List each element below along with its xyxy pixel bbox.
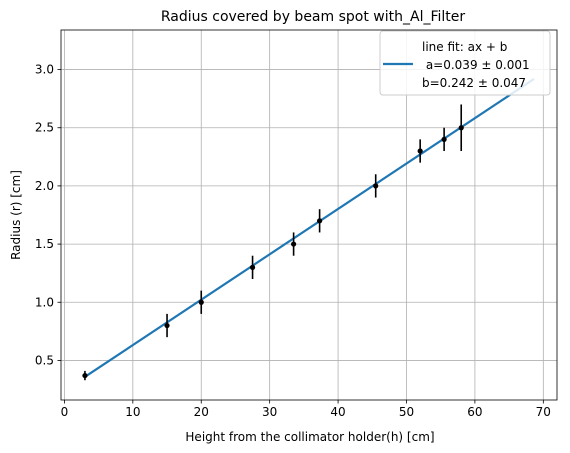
x-tick-label: 70 <box>536 405 551 419</box>
data-point <box>317 218 323 224</box>
x-tick-label: 30 <box>262 405 277 419</box>
x-axis-label: Height from the collimator holder(h) [cm… <box>185 430 434 444</box>
x-axis: 0 10 20 30 40 50 60 70 <box>61 400 551 419</box>
fit-line <box>83 78 535 379</box>
data-point <box>441 136 447 142</box>
x-tick-label: 20 <box>194 405 209 419</box>
y-axis: 0.5 1.0 1.5 2.0 2.5 3.0 <box>35 63 61 367</box>
x-tick-label: 50 <box>399 405 414 419</box>
data-point <box>198 299 204 305</box>
data-point <box>291 241 297 247</box>
y-tick-label: 1.0 <box>35 295 54 309</box>
data-point <box>82 372 88 379</box>
data-point <box>458 125 464 131</box>
x-tick-label: 60 <box>467 405 482 419</box>
x-tick-label: 10 <box>125 405 140 419</box>
legend: line fit: ax + b a=0.039 ± 0.001 b=0.242… <box>379 30 551 96</box>
legend-label-line-2: a=0.039 ± 0.001 <box>422 58 530 72</box>
data-points-layer <box>82 104 464 381</box>
legend-box <box>379 30 551 96</box>
data-point <box>249 264 256 270</box>
legend-label-line-3: b=0.242 ± 0.047 <box>422 76 526 90</box>
y-tick-label: 2.0 <box>35 179 54 193</box>
data-point <box>417 148 423 154</box>
fit-line-layer <box>83 78 535 379</box>
y-tick-label: 2.5 <box>35 121 54 135</box>
y-tick-label: 1.5 <box>35 237 54 251</box>
data-point <box>373 183 379 189</box>
plot-frame <box>60 29 558 401</box>
legend-label-line-1: line fit: ax + b <box>422 40 507 54</box>
chart-title: Radius covered by beam spot with_Al_Filt… <box>161 9 466 25</box>
y-axis-label: Radius (r) [cm] <box>9 170 23 260</box>
x-tick-label: 40 <box>330 405 345 419</box>
y-tick-label: 0.5 <box>35 353 54 367</box>
data-point <box>164 322 170 329</box>
x-tick-label: 0 <box>61 405 69 419</box>
y-tick-label: 3.0 <box>35 63 54 77</box>
